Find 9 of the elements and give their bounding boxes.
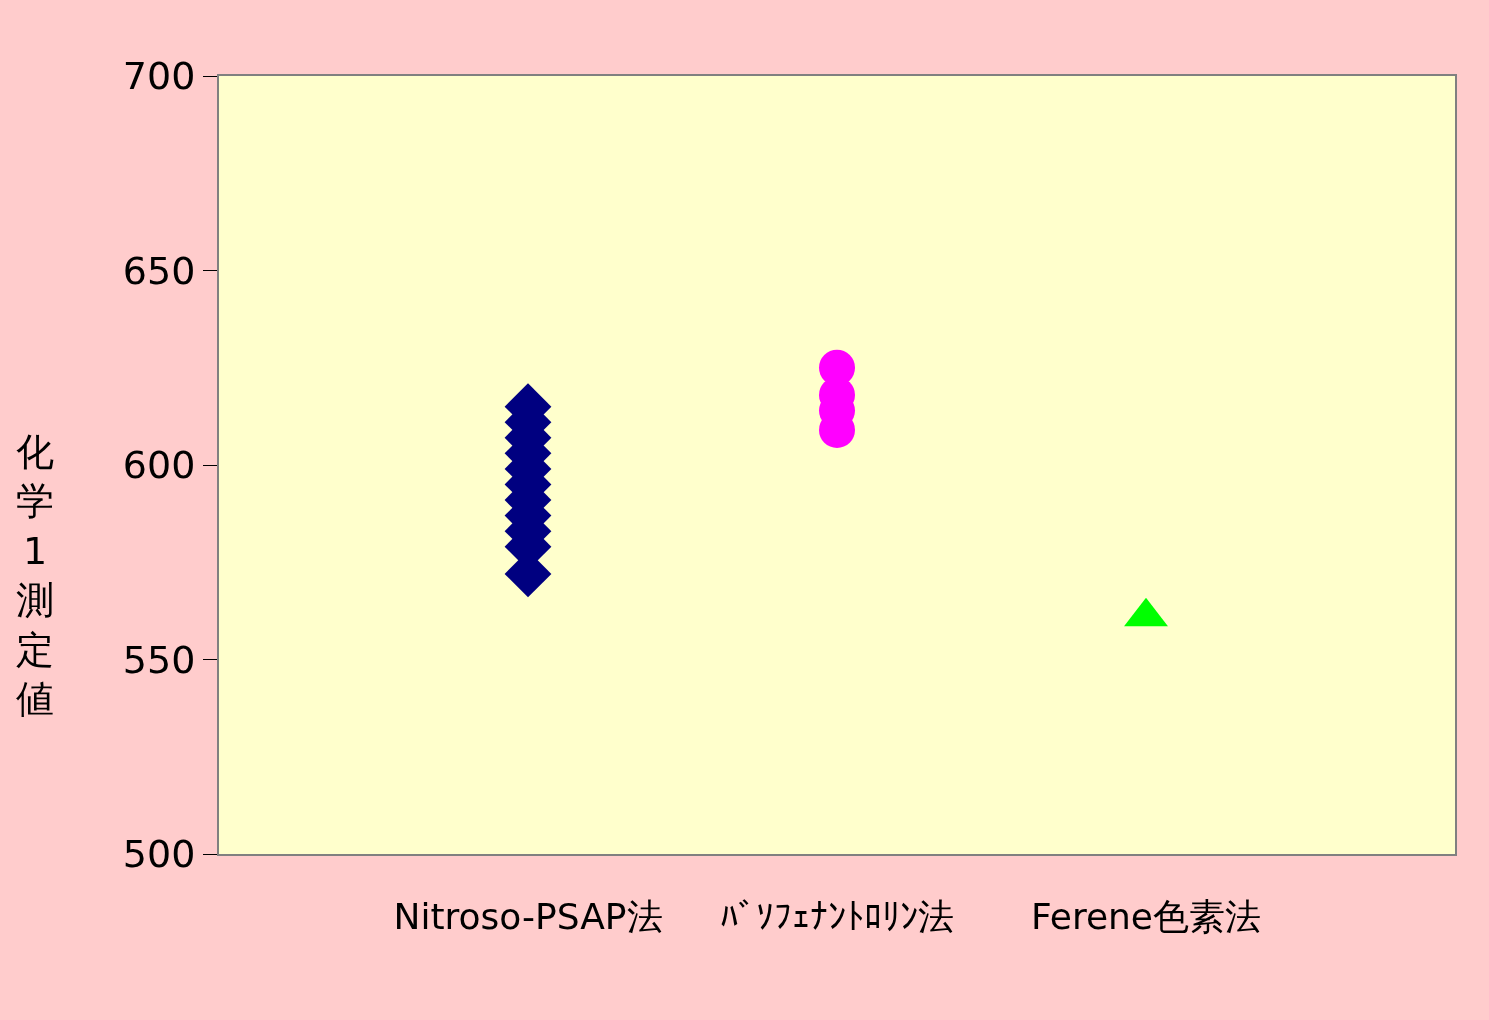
y-axis-title: 化学1測定値 [16, 430, 54, 721]
x-tick-label: Nitroso-PSAP法 [393, 896, 663, 938]
y-tick-label: 550 [122, 637, 196, 682]
x-tick-label: ﾊﾞｿﾌｪﾅﾝﾄﾛﾘﾝ法 [720, 896, 954, 938]
y-tick-label: 500 [122, 832, 196, 877]
y-tick-label: 650 [122, 248, 196, 293]
x-tick-label: Ferene色素法 [1030, 896, 1262, 938]
y-tick-label: 600 [122, 443, 196, 488]
y-tick-label: 700 [122, 54, 196, 99]
